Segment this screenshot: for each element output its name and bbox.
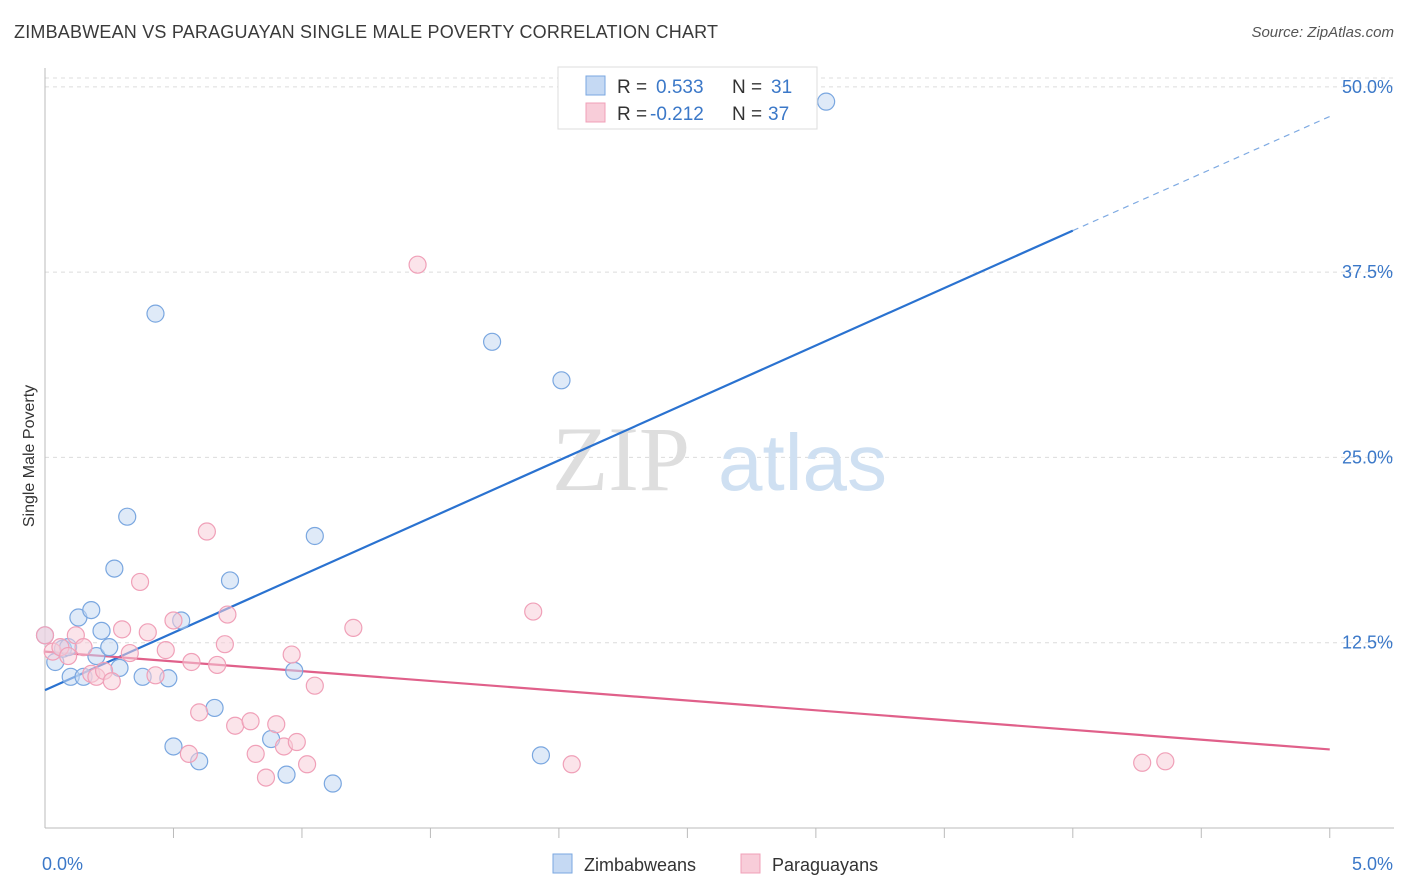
zimbabwean-point [100,638,119,657]
legend-bottom-label-zimbabwean: Zimbabweans [584,855,696,875]
legend-swatch-paraguayan [585,102,606,123]
paraguayan-point [35,626,55,645]
source-label: Source: ZipAtlas.com [1251,24,1394,41]
paraguayan-point [282,645,301,664]
paraguayan-point [59,646,78,666]
zimbabwean-point [482,332,502,351]
legend-bottom-swatch-paraguayan [740,853,761,874]
paraguayan-point [74,638,93,657]
paraguayan-point [226,716,245,735]
legend-r-label-2: R = [617,104,647,125]
paraguayan-point [197,522,216,541]
legend-n-label-1: N = [732,77,762,98]
x-tick-label: 5.0% [1352,854,1393,874]
watermark-zip: ZIP [552,408,690,510]
zimbabwean-point [205,698,224,718]
y-tick-label: 12.5% [1342,633,1393,653]
legend-top: R = 0.533 N = 31 R = -0.212 N = 37 [557,66,818,130]
legend-n-value-1: 31 [771,77,792,98]
y-tick-label: 37.5% [1342,262,1393,282]
axes [44,68,1394,838]
paraguayan-point [524,602,543,621]
paraguayan-point [267,715,286,734]
paraguayan-point [208,655,227,675]
paraguayan-point [408,255,427,274]
legend-bottom-label-paraguayan: Paraguayans [772,855,878,875]
gridlines [45,77,1394,644]
legend-r-value-1: 0.533 [656,77,704,98]
zimbabwean-point [552,371,571,390]
paraguayan-point [120,643,139,663]
zimbabwean-point [285,661,304,680]
zimbabwean-point [87,646,106,666]
chart-title: ZIMBABWEAN VS PARAGUAYAN SINGLE MALE POV… [14,22,719,42]
watermark-atlas: atlas [718,418,887,507]
trend-lines [44,115,1331,751]
paraguayan-point [246,744,265,763]
paraguayan-point [112,620,132,639]
zimbabwean-point [82,600,101,620]
paraguayan-point [562,755,581,774]
paraguayan-point [146,666,165,685]
paraguayan-point [305,676,324,695]
zimbabwean-point [92,621,111,640]
data-points [35,92,1175,793]
legend-n-label-2: N = [732,104,762,125]
zimbabwean-point [323,774,342,793]
paraguayan-point [190,703,209,722]
paraguayan-point [344,618,363,637]
legend-r-value-2: -0.212 [650,104,704,125]
tick-labels: 12.5% 25.0% 37.5% 50.0% 0.0% 5.0% [42,77,1393,874]
zimbabwean-point [531,746,551,765]
zimbabwean-point [164,737,183,756]
legend-n-value-2: 37 [768,104,789,125]
y-axis-label: Single Male Poverty [21,385,38,527]
x-tick-label: 0.0% [42,854,83,874]
zimbabwean-point [146,304,165,323]
legend-r-label-1: R = [617,77,647,98]
y-tick-label: 25.0% [1342,447,1393,467]
legend-bottom-swatch-zimbabwean [552,853,573,874]
legend-swatch-zimbabwean [585,75,606,96]
paraguayan-point [130,572,150,592]
paraguayan-point [102,672,121,691]
paraguayan-point [1133,753,1152,772]
zimbabwean-point [277,765,296,784]
paraguayan-point [179,744,198,763]
paraguayan-point [218,605,237,624]
paraguayan-point [182,652,201,672]
y-tick-label: 50.0% [1342,77,1393,97]
zimbabwean-point [118,507,137,526]
zimbabwean-trend-extension [1072,115,1331,232]
paraguayan-point [287,732,306,752]
paraguayan-point [256,768,276,787]
zimbabwean-point [305,526,324,546]
paraguayan-trend-line [44,650,1330,751]
paraguayan-point [1156,752,1175,771]
paraguayan-point [215,635,234,654]
zimbabwean-trend-line [44,229,1074,692]
paraguayan-point [241,712,260,731]
zimbabwean-point [105,559,124,578]
paraguayan-point [297,755,317,774]
paraguayan-point [164,611,183,630]
zimbabwean-point [817,92,836,111]
paraguayan-point [156,641,175,660]
zimbabwean-point [220,571,240,590]
legend-bottom: Zimbabweans Paraguayans [552,853,878,875]
paraguayan-point [138,623,157,642]
